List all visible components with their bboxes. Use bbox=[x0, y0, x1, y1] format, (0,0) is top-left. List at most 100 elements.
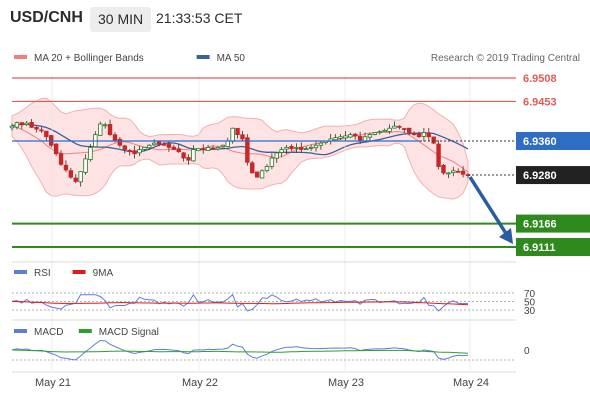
candle-body bbox=[196, 148, 201, 152]
candle-body bbox=[436, 143, 441, 167]
candle-body bbox=[460, 170, 466, 175]
candle-body bbox=[34, 126, 39, 130]
pivot-label-box bbox=[516, 132, 590, 151]
candle-body bbox=[284, 146, 289, 150]
candle-body bbox=[53, 143, 59, 155]
rsi-level-label: 70 bbox=[524, 289, 536, 300]
legend-label: MACD Signal bbox=[99, 327, 159, 338]
x-axis: May 21 May 22 May 23 May 24 bbox=[12, 261, 516, 389]
candle-body bbox=[289, 146, 294, 150]
candle-body bbox=[112, 134, 118, 141]
candle-body bbox=[58, 153, 64, 165]
candle-body bbox=[186, 157, 191, 161]
candle-body bbox=[166, 143, 172, 148]
support-label-box bbox=[516, 238, 590, 256]
support-label: 6.9166 bbox=[523, 219, 557, 231]
candle-body bbox=[132, 150, 137, 155]
timeframe-button[interactable]: 30 MIN bbox=[90, 7, 152, 32]
candle-body bbox=[250, 162, 255, 174]
candle-body bbox=[431, 136, 436, 144]
resistance-label: 6.9508 bbox=[523, 73, 557, 85]
candle-body bbox=[333, 137, 338, 141]
candle-body bbox=[83, 158, 88, 173]
candle-body bbox=[151, 142, 157, 146]
candle-body bbox=[201, 148, 206, 150]
candle-body bbox=[235, 128, 240, 136]
chart-header: USD/CNH 30 MIN 21:33:53 CET bbox=[0, 0, 590, 37]
last-label: 6.9280 bbox=[523, 170, 557, 182]
candle-body bbox=[98, 123, 103, 136]
candle-body bbox=[88, 146, 93, 160]
candle-body bbox=[274, 152, 279, 159]
candle-body bbox=[269, 157, 275, 167]
candle-body bbox=[441, 164, 446, 174]
candle-body bbox=[402, 128, 407, 130]
candle-body bbox=[181, 152, 186, 159]
candle-body bbox=[220, 144, 226, 148]
candle-body bbox=[421, 132, 427, 137]
candle-body bbox=[377, 131, 382, 134]
candle-body bbox=[426, 132, 431, 138]
last-label-box bbox=[516, 166, 590, 185]
candle-body bbox=[318, 142, 324, 146]
candle-body bbox=[14, 122, 20, 128]
candle-body bbox=[387, 127, 392, 132]
candle-body bbox=[29, 122, 34, 128]
candle-body bbox=[142, 146, 147, 150]
candle-body bbox=[416, 133, 422, 138]
rsi-line bbox=[11, 293, 469, 312]
candle-body bbox=[24, 122, 29, 125]
price-levels: 6.9508 6.9453 6.9360 6.9280 6.9166 6.9111 bbox=[12, 73, 590, 256]
candle-body bbox=[240, 134, 245, 140]
candle-body bbox=[254, 171, 260, 178]
legend-label: RSI bbox=[34, 268, 51, 279]
candle-body bbox=[245, 137, 250, 163]
x-tick-label: May 24 bbox=[453, 377, 489, 389]
candle-body bbox=[78, 171, 83, 183]
candle-body bbox=[147, 144, 152, 149]
candle-body bbox=[367, 134, 373, 138]
candle-body bbox=[102, 124, 108, 127]
forecast-arrow bbox=[468, 176, 509, 236]
candle-body bbox=[137, 149, 142, 154]
bollinger-band-area bbox=[11, 97, 469, 200]
candle-body bbox=[19, 122, 25, 126]
candle-body bbox=[156, 141, 162, 145]
copyright-label: Research © 2019 Trading Central bbox=[431, 53, 580, 64]
candle-body bbox=[63, 164, 69, 171]
candle-body bbox=[9, 125, 15, 129]
rsi-9ma-line bbox=[11, 301, 469, 306]
candle-body bbox=[357, 135, 363, 142]
candle-body bbox=[205, 146, 211, 151]
ma50-line bbox=[11, 123, 469, 156]
candle-body bbox=[451, 170, 456, 174]
candle-body bbox=[176, 148, 181, 153]
rsi-level-label: 30 bbox=[524, 306, 536, 317]
candle-body bbox=[39, 129, 44, 132]
candle-body bbox=[343, 135, 348, 139]
candle-body bbox=[215, 146, 221, 150]
legend-label: MA 20 + Bollinger Bands bbox=[34, 53, 144, 64]
candle-body bbox=[279, 149, 284, 153]
x-tick-label: May 23 bbox=[328, 377, 364, 389]
candle-body bbox=[210, 147, 216, 150]
macd-panel: 0 bbox=[11, 339, 530, 361]
candle-body bbox=[308, 146, 314, 149]
legend-label: 9MA bbox=[93, 268, 114, 279]
candle-body bbox=[191, 149, 196, 162]
candle-body bbox=[171, 146, 177, 150]
candle-body bbox=[127, 150, 132, 153]
candle-body bbox=[225, 140, 230, 147]
chart-grid bbox=[51, 75, 471, 370]
symbol-label: USD/CNH bbox=[10, 9, 83, 26]
candle-body bbox=[372, 132, 378, 135]
legends: MA 20 + Bollinger Bands MA 50 Research © 2… bbox=[14, 53, 580, 338]
candle-body bbox=[294, 146, 299, 149]
candle-body bbox=[392, 125, 397, 129]
ma20-line bbox=[11, 125, 469, 173]
candle-body bbox=[299, 146, 304, 150]
resistance-label: 6.9453 bbox=[523, 96, 557, 108]
candle-body bbox=[411, 132, 417, 136]
